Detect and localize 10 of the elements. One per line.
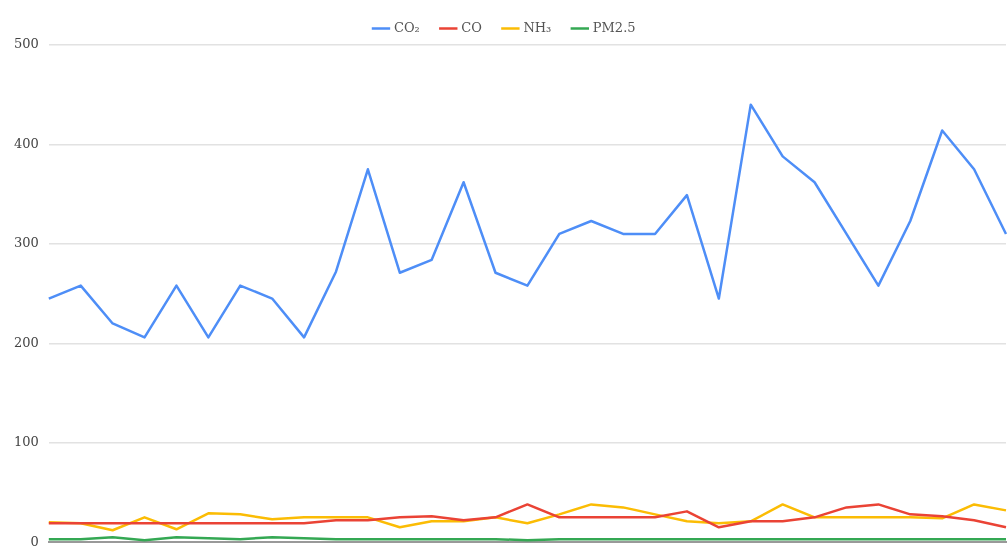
- y-tick-label: 200: [13, 334, 39, 350]
- legend-label: PM2.5: [592, 19, 636, 35]
- legend-label: CO₂: [393, 19, 420, 35]
- legend-label: NH₃: [523, 19, 552, 35]
- legend-label: CO: [461, 19, 482, 35]
- y-tick-label: 400: [13, 135, 39, 151]
- y-tick-label: 0: [30, 533, 39, 549]
- y-tick-label: 300: [13, 235, 39, 251]
- y-tick-label: 500: [13, 36, 39, 52]
- y-tick-label: 100: [13, 434, 39, 450]
